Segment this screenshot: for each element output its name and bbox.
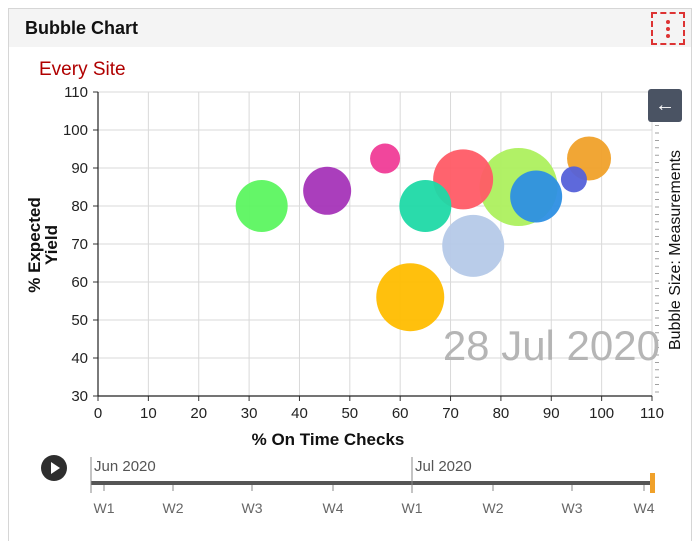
bubble <box>510 170 563 223</box>
bubble <box>235 180 288 232</box>
x-tick-label: 10 <box>140 405 157 422</box>
timeline-week-label: W4 <box>323 500 344 516</box>
y-tick-label: 60 <box>71 274 88 291</box>
y-tick-label: 70 <box>71 236 88 253</box>
timeline-week-label: W3 <box>562 500 583 516</box>
timeline-month-label: Jun 2020 <box>94 458 156 475</box>
timeline-handle[interactable] <box>650 473 655 493</box>
timeline-week-label: W3 <box>242 500 263 516</box>
panel-title: Bubble Chart <box>25 18 139 38</box>
y-tick-label: 80 <box>71 198 88 215</box>
x-tick-label: 30 <box>241 405 258 422</box>
y-tick-label: 40 <box>71 350 88 367</box>
x-tick-label: 0 <box>94 405 102 422</box>
timeline-week-label: W2 <box>483 500 504 516</box>
x-axis-label: % On Time Checks <box>252 430 405 449</box>
x-tick-label: 110 <box>640 405 664 422</box>
more-options-icon[interactable] <box>651 12 685 45</box>
bubble <box>370 143 401 174</box>
timeline-month-label: Jul 2020 <box>415 458 472 475</box>
play-icon <box>51 462 60 474</box>
x-tick-label: 80 <box>493 405 510 422</box>
y-tick-label: 100 <box>63 122 88 139</box>
x-tick-label: 50 <box>341 405 358 422</box>
arrow-left-icon[interactable]: ← <box>648 89 682 122</box>
y-tick-label: 90 <box>71 160 88 177</box>
timeline-week-label: W1 <box>94 500 115 516</box>
timeline-week-label: W1 <box>402 500 423 516</box>
y-tick-label: 50 <box>71 312 88 329</box>
y-tick-label: 110 <box>64 84 88 101</box>
x-tick-label: 40 <box>291 405 308 422</box>
x-tick-label: 100 <box>589 405 614 422</box>
play-button[interactable] <box>41 455 67 481</box>
x-tick-label: 20 <box>190 405 207 422</box>
bubble <box>376 263 445 332</box>
y-axis-label: Yield <box>42 225 61 265</box>
bubble <box>442 214 505 277</box>
y-tick-label: 30 <box>71 388 88 405</box>
bubble <box>399 180 452 232</box>
timeline-week-label: W4 <box>634 500 655 516</box>
x-tick-label: 70 <box>442 405 459 422</box>
timeline-week-label: W2 <box>163 500 184 516</box>
bubble <box>560 166 587 193</box>
panel-header: Bubble Chart <box>9 9 691 47</box>
bubble-size-label: Bubble Size: Measurements <box>667 150 684 350</box>
y-axis-label: % Expected <box>25 197 44 292</box>
x-tick-label: 90 <box>543 405 560 422</box>
x-tick-label: 60 <box>392 405 409 422</box>
chart-subtitle: Every Site <box>39 59 126 80</box>
bubble <box>303 166 352 215</box>
date-watermark: 28 Jul 2020 <box>443 322 660 369</box>
